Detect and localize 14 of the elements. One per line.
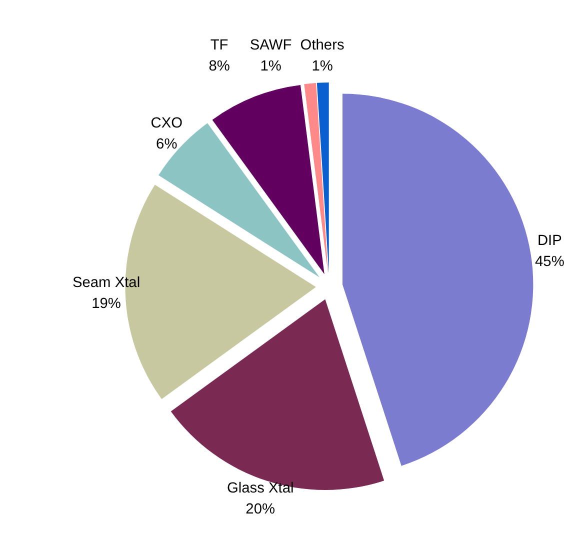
data-label: 45% [535,254,564,270]
data-label: 1% [312,58,333,74]
data-label: 19% [92,296,121,312]
slice-label: SAWF [250,37,292,54]
slice-label: CXO [150,115,183,132]
data-label: 6% [156,136,178,152]
data-label: 8% [208,58,230,74]
data-label: 1% [260,58,282,74]
slice-label: Seam Xtal [72,275,140,292]
data-label: 20% [246,501,276,518]
slice-label: TF [210,37,228,54]
slice-label: Others [300,37,344,54]
slice-label: DIP [537,233,562,250]
slice-label: Glass Xtal [226,480,294,496]
